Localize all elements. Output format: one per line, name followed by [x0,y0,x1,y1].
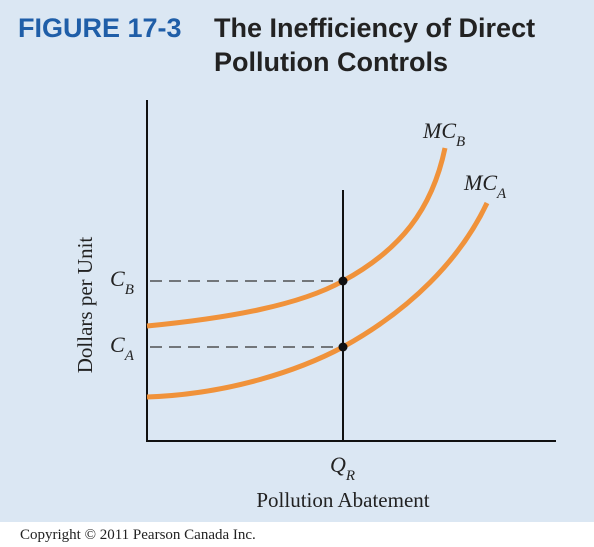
curve-label: MCB [422,118,465,150]
curve-label: MCA [463,170,507,202]
title-line: Pollution Controls [214,47,448,77]
title-line: The Inefficiency of Direct [214,13,535,43]
point [338,276,348,286]
price-label: CA [110,332,135,364]
price-label: CB [110,266,134,298]
point [338,342,348,352]
x-axis-label: Pollution Abatement [256,488,429,512]
figure-label: FIGURE 17-3 [18,13,182,43]
quantity-label: QR [330,452,355,484]
copyright: Copyright © 2011 Pearson Canada Inc. [20,527,256,543]
y-axis-label: Dollars per Unit [73,237,97,374]
panel [0,0,594,522]
